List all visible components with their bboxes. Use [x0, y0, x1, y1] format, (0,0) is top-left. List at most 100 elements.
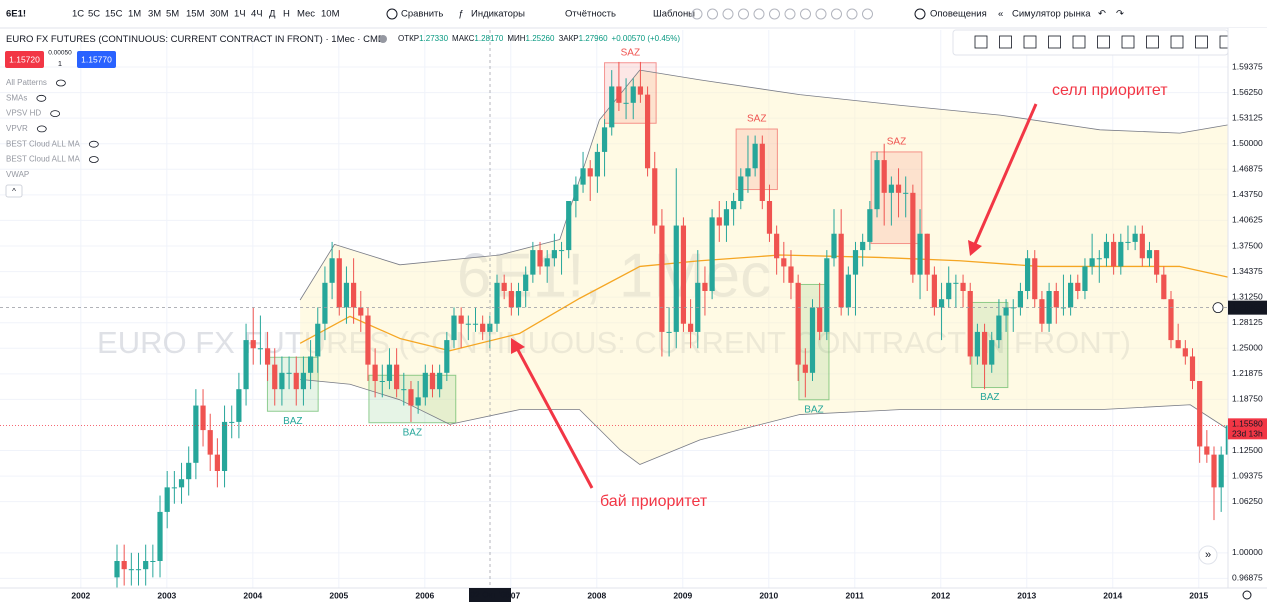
quantity[interactable]: 1 [58, 59, 62, 68]
redo[interactable]: ↷ [1116, 9, 1124, 20]
y-tick-label: 1.59375 [1232, 61, 1263, 71]
layout-slot[interactable] [769, 8, 780, 20]
candle-body [601, 127, 608, 152]
visibility-icon[interactable] [36, 125, 47, 133]
scroll-icon[interactable]: » [1205, 549, 1211, 561]
sell-button[interactable] [5, 51, 44, 68]
layout-slot[interactable] [846, 8, 858, 20]
candle-body [903, 192, 909, 194]
candle-body [1024, 258, 1031, 291]
fx-icon[interactable]: ƒ [458, 9, 463, 20]
layout-slot[interactable] [815, 8, 827, 20]
interval-option[interactable]: 3М [148, 9, 161, 20]
interval-option[interactable]: 15С [105, 9, 123, 20]
indicators-button[interactable]: Индикаторы [471, 9, 525, 20]
symbol[interactable]: 6E1! [6, 9, 26, 20]
y-tick-label: 1.40625 [1232, 215, 1263, 225]
candle-body [422, 372, 428, 398]
interval-option[interactable]: Д [269, 9, 276, 20]
visibility-icon[interactable] [88, 156, 99, 163]
undo[interactable]: ↶ [1098, 9, 1106, 20]
candle-body [809, 307, 816, 373]
interval-option[interactable]: Мес [297, 9, 315, 20]
compare-button[interactable]: Сравнить [401, 9, 443, 20]
crosshair-date-box [469, 588, 511, 602]
interval-option[interactable]: 5С [88, 9, 100, 20]
interval-option[interactable]: 30М [210, 9, 229, 20]
candle-body [1175, 340, 1181, 349]
drawing-tool[interactable] [974, 35, 988, 49]
candle-body [1089, 258, 1095, 267]
buy-arrow [516, 349, 594, 489]
interval-option[interactable]: 1С [72, 9, 84, 20]
buy-button[interactable] [77, 51, 116, 68]
ohlc-value: 1.28170 [474, 34, 503, 43]
layout-slot[interactable] [862, 8, 873, 20]
y-tick-label: 1.43750 [1232, 189, 1263, 199]
sell-price[interactable]: 1.15720 [9, 54, 40, 64]
templates-button[interactable]: Шаблоны [653, 9, 695, 20]
financials-button[interactable]: Отчётность [565, 9, 616, 20]
drawing-tool[interactable] [1023, 35, 1037, 49]
sell-annotation: селл приоритет [1052, 82, 1168, 99]
drawing-tool[interactable] [1195, 35, 1208, 49]
alerts-button[interactable]: Оповещения [930, 9, 987, 20]
visibility-icon[interactable] [56, 79, 66, 87]
settings-icon[interactable] [1242, 590, 1252, 600]
interval-option[interactable]: 10М [321, 9, 340, 20]
buy-price[interactable]: 1.15770 [81, 54, 112, 64]
zone-label: BAZ [283, 416, 302, 427]
candle-body [530, 250, 536, 275]
interval-option[interactable]: 15М [186, 9, 205, 20]
candle-body [1068, 282, 1074, 308]
candle-body [480, 323, 486, 332]
candle-body [745, 168, 751, 177]
drawing-tool[interactable] [1170, 35, 1184, 49]
layout-slot[interactable] [691, 8, 703, 20]
visibility-icon[interactable] [36, 94, 47, 102]
drawing-tool[interactable] [1097, 35, 1110, 49]
alerts-icon[interactable] [914, 8, 926, 20]
drawing-tool[interactable] [999, 35, 1012, 49]
layout-slot[interactable] [800, 8, 811, 20]
candle-body [702, 282, 708, 291]
layout-slot[interactable] [707, 8, 718, 20]
interval-option[interactable]: 1М [128, 9, 141, 20]
candle-body [465, 323, 471, 325]
candle-body [315, 323, 321, 357]
interval-option[interactable]: 4Ч [251, 9, 263, 20]
interval-option[interactable]: 1Ч [234, 9, 246, 20]
x-tick-label: 2009 [673, 590, 692, 600]
indicator-name: VPSV HD [6, 109, 41, 118]
buy-annotation: бай приоритет [600, 493, 708, 510]
scroll-button[interactable] [1198, 545, 1218, 565]
price-axis [1228, 28, 1267, 604]
drawing-tool[interactable] [1072, 35, 1086, 49]
compare-icon[interactable] [386, 8, 398, 20]
add-alert[interactable] [1212, 302, 1224, 314]
layout-slot[interactable] [753, 8, 765, 20]
layout-slot[interactable] [722, 8, 734, 20]
candle-body [1218, 454, 1224, 488]
interval-option[interactable]: 5М [166, 9, 179, 20]
candle-body [666, 331, 672, 333]
collapse-icon[interactable]: ^ [12, 187, 16, 196]
visibility-icon[interactable] [88, 140, 99, 148]
replay-icon[interactable]: « [998, 9, 1003, 20]
candle-body [264, 348, 271, 365]
drawing-tool[interactable] [1121, 35, 1135, 49]
collapse-button[interactable] [5, 184, 23, 198]
layout-slot[interactable] [831, 8, 842, 20]
candle-body [236, 389, 242, 422]
sell-arrow [973, 103, 1038, 245]
drawing-tool[interactable] [1146, 35, 1159, 49]
candle-body [953, 282, 959, 284]
candle-body [221, 421, 228, 471]
visibility-icon[interactable] [50, 110, 61, 117]
layout-slot[interactable] [738, 8, 749, 20]
drawing-tool[interactable] [1048, 35, 1061, 49]
layout-slot[interactable] [784, 8, 796, 20]
interval-option[interactable]: Н [283, 9, 290, 20]
x-tick-label: 2013 [1017, 590, 1036, 600]
replay-button[interactable]: Симулятор рынка [1012, 9, 1091, 20]
